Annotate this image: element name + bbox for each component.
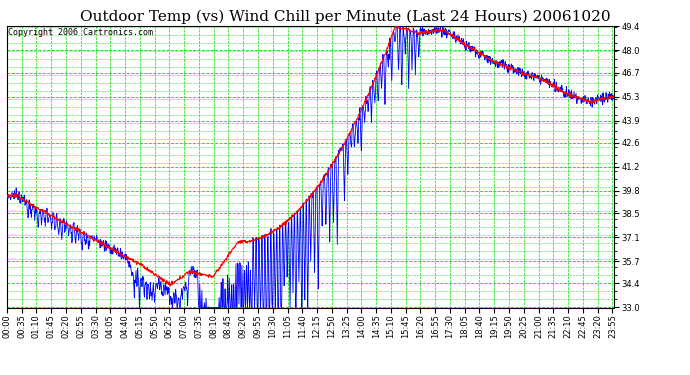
Text: Outdoor Temp (vs) Wind Chill per Minute (Last 24 Hours) 20061020: Outdoor Temp (vs) Wind Chill per Minute … — [79, 9, 611, 24]
Text: Copyright 2006 Cartronics.com: Copyright 2006 Cartronics.com — [8, 28, 153, 37]
